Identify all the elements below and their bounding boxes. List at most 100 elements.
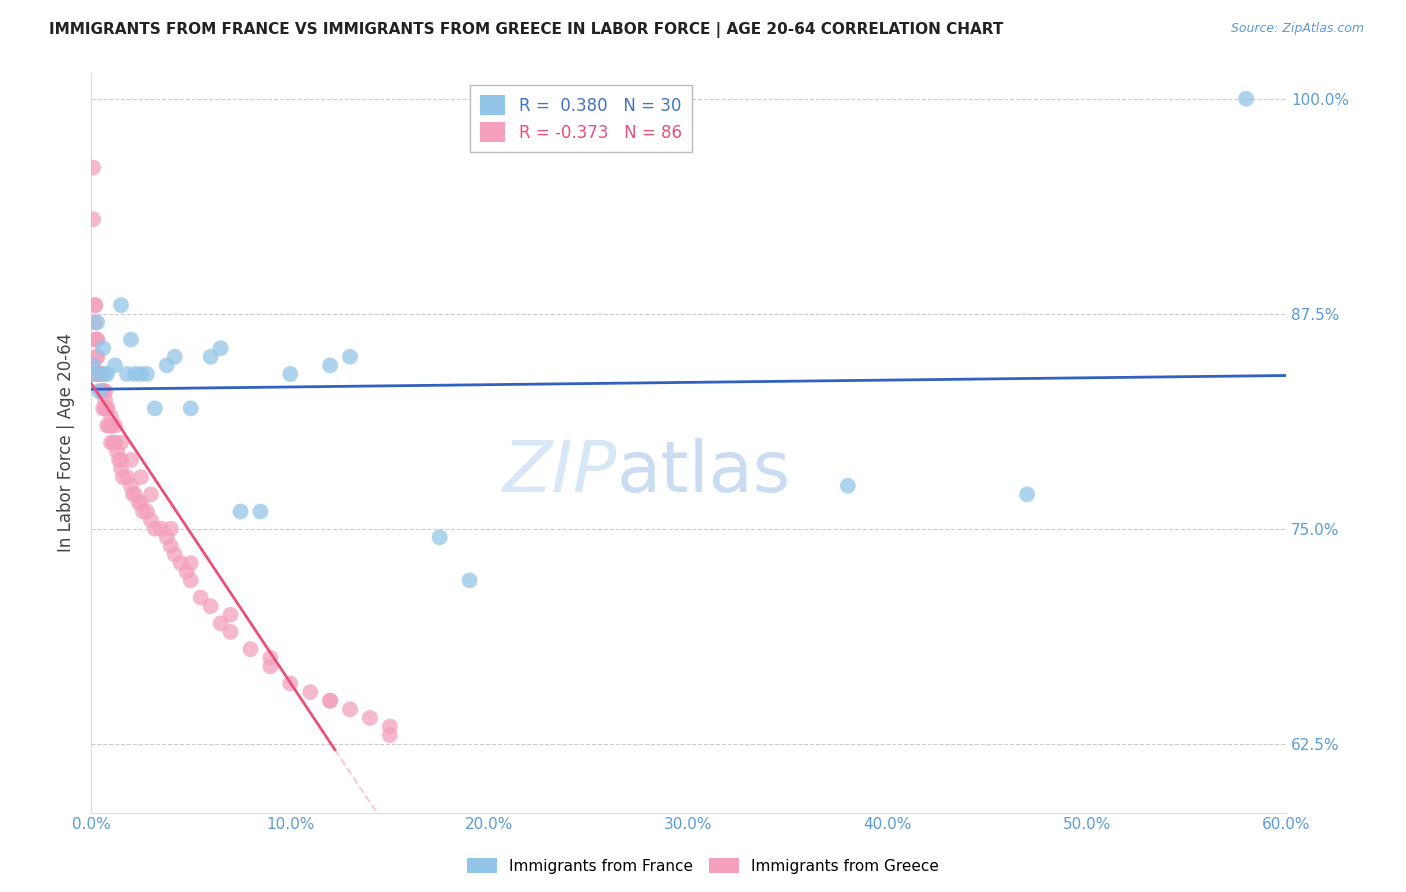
Point <box>111 470 134 484</box>
Point <box>100 418 122 433</box>
Point <box>110 453 132 467</box>
Point <box>128 496 150 510</box>
Point <box>87 367 110 381</box>
Point <box>104 435 127 450</box>
Point <box>176 565 198 579</box>
Point <box>100 435 122 450</box>
Point <box>229 504 252 518</box>
Point <box>86 367 108 381</box>
Point <box>135 367 157 381</box>
Point <box>100 418 122 433</box>
Point <box>90 367 112 381</box>
Point <box>429 530 451 544</box>
Point <box>110 435 132 450</box>
Point <box>143 401 166 416</box>
Point <box>110 298 132 312</box>
Point <box>110 461 132 475</box>
Point <box>101 435 124 450</box>
Point <box>200 350 222 364</box>
Point <box>219 624 242 639</box>
Point <box>837 479 859 493</box>
Point <box>378 720 401 734</box>
Point <box>98 418 121 433</box>
Point <box>156 530 179 544</box>
Point <box>84 298 107 312</box>
Point <box>96 367 118 381</box>
Point <box>209 616 232 631</box>
Point <box>91 384 114 399</box>
Point <box>159 522 181 536</box>
Point <box>159 539 181 553</box>
Point <box>115 367 138 381</box>
Point <box>100 409 122 424</box>
Point <box>104 359 127 373</box>
Point <box>1017 487 1039 501</box>
Point <box>278 676 301 690</box>
Point <box>82 367 104 381</box>
Point <box>84 298 107 312</box>
Point <box>1234 92 1257 106</box>
Point <box>84 367 107 381</box>
Point <box>91 384 114 399</box>
Point <box>163 350 186 364</box>
Point <box>139 513 162 527</box>
Point <box>108 453 131 467</box>
Point <box>339 350 361 364</box>
Point <box>82 212 104 227</box>
Point <box>90 367 112 381</box>
Point <box>359 848 381 863</box>
Text: atlas: atlas <box>617 438 792 507</box>
Point <box>458 574 481 588</box>
Text: Source: ZipAtlas.com: Source: ZipAtlas.com <box>1230 22 1364 36</box>
Point <box>129 367 152 381</box>
Point <box>84 333 107 347</box>
Point <box>219 607 242 622</box>
Point <box>86 333 108 347</box>
Point <box>82 359 104 373</box>
Text: IMMIGRANTS FROM FRANCE VS IMMIGRANTS FROM GREECE IN LABOR FORCE | AGE 20-64 CORR: IMMIGRANTS FROM FRANCE VS IMMIGRANTS FRO… <box>49 22 1004 38</box>
Point <box>91 384 114 399</box>
Point <box>94 401 117 416</box>
Point <box>319 694 342 708</box>
Point <box>124 487 146 501</box>
Point <box>143 522 166 536</box>
Point <box>91 341 114 355</box>
Point <box>339 831 361 846</box>
Point <box>129 496 152 510</box>
Point <box>378 728 401 742</box>
Point <box>135 504 157 518</box>
Point <box>156 359 179 373</box>
Point <box>87 367 110 381</box>
Point <box>94 384 117 399</box>
Legend: Immigrants from France, Immigrants from Greece: Immigrants from France, Immigrants from … <box>461 852 945 880</box>
Point <box>190 591 212 605</box>
Point <box>86 333 108 347</box>
Point <box>115 470 138 484</box>
Point <box>96 401 118 416</box>
Point <box>96 401 118 416</box>
Point <box>170 556 193 570</box>
Point <box>209 341 232 355</box>
Point <box>104 418 127 433</box>
Point <box>120 479 142 493</box>
Point <box>90 384 112 399</box>
Y-axis label: In Labor Force | Age 20-64: In Labor Force | Age 20-64 <box>58 334 75 552</box>
Point <box>278 367 301 381</box>
Point <box>82 359 104 373</box>
Point <box>86 315 108 329</box>
Point <box>86 350 108 364</box>
Point <box>239 642 262 657</box>
Point <box>94 367 117 381</box>
Point <box>180 574 202 588</box>
Point <box>319 359 342 373</box>
Point <box>96 418 118 433</box>
Point <box>124 367 146 381</box>
Legend: R =  0.380   N = 30, R = -0.373   N = 86: R = 0.380 N = 30, R = -0.373 N = 86 <box>471 85 692 153</box>
Point <box>90 367 112 381</box>
Point <box>259 650 281 665</box>
Point <box>86 350 108 364</box>
Point <box>96 401 118 416</box>
Point <box>94 392 117 407</box>
Point <box>120 333 142 347</box>
Point <box>339 702 361 716</box>
